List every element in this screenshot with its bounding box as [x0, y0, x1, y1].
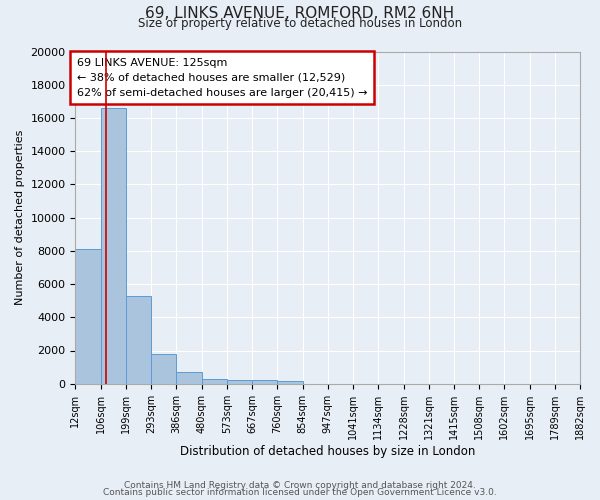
Text: 69, LINKS AVENUE, ROMFORD, RM2 6NH: 69, LINKS AVENUE, ROMFORD, RM2 6NH — [145, 6, 455, 20]
Text: Size of property relative to detached houses in London: Size of property relative to detached ho… — [138, 18, 462, 30]
Bar — [101, 108, 126, 384]
Bar — [227, 380, 252, 384]
Text: 69 LINKS AVENUE: 125sqm
← 38% of detached houses are smaller (12,529)
62% of sem: 69 LINKS AVENUE: 125sqm ← 38% of detache… — [77, 58, 367, 98]
Bar — [176, 372, 202, 384]
Bar — [126, 296, 151, 384]
X-axis label: Distribution of detached houses by size in London: Distribution of detached houses by size … — [180, 444, 475, 458]
Bar — [76, 249, 101, 384]
Text: Contains public sector information licensed under the Open Government Licence v3: Contains public sector information licen… — [103, 488, 497, 497]
Bar — [202, 378, 227, 384]
Bar — [151, 354, 176, 384]
Bar — [252, 380, 277, 384]
Bar — [277, 381, 302, 384]
Text: Contains HM Land Registry data © Crown copyright and database right 2024.: Contains HM Land Registry data © Crown c… — [124, 480, 476, 490]
Y-axis label: Number of detached properties: Number of detached properties — [15, 130, 25, 306]
